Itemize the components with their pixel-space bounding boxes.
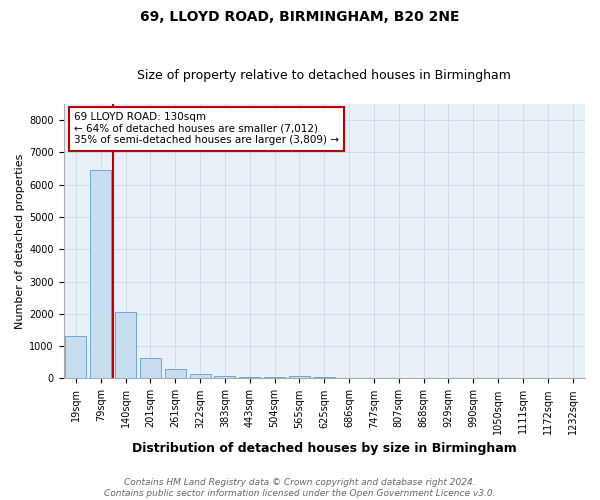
Bar [65, 336, 86, 378]
Text: 69, LLOYD ROAD, BIRMINGHAM, B20 2NE: 69, LLOYD ROAD, BIRMINGHAM, B20 2NE [140, 10, 460, 24]
Y-axis label: Number of detached properties: Number of detached properties [15, 154, 25, 329]
Bar [214, 376, 235, 378]
Bar [264, 377, 285, 378]
Text: 69 LLOYD ROAD: 130sqm
← 64% of detached houses are smaller (7,012)
35% of semi-d: 69 LLOYD ROAD: 130sqm ← 64% of detached … [74, 112, 339, 146]
Bar [289, 376, 310, 378]
Bar [314, 377, 335, 378]
Title: Size of property relative to detached houses in Birmingham: Size of property relative to detached ho… [137, 69, 511, 82]
Bar [190, 374, 211, 378]
Bar [115, 312, 136, 378]
Bar [239, 376, 260, 378]
Bar [90, 170, 112, 378]
X-axis label: Distribution of detached houses by size in Birmingham: Distribution of detached houses by size … [132, 442, 517, 455]
Bar [140, 358, 161, 378]
Bar [165, 370, 186, 378]
Text: Contains HM Land Registry data © Crown copyright and database right 2024.
Contai: Contains HM Land Registry data © Crown c… [104, 478, 496, 498]
